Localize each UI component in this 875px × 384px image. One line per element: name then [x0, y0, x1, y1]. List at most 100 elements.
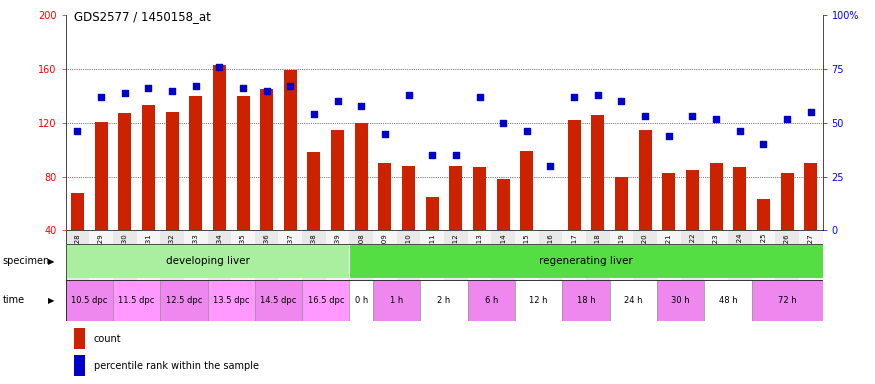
- Text: 12.5 dpc: 12.5 dpc: [165, 296, 202, 305]
- Text: regenerating liver: regenerating liver: [539, 256, 633, 266]
- Point: [94, 94, 108, 100]
- Bar: [728, 230, 752, 282]
- Text: GSM161108: GSM161108: [358, 233, 364, 276]
- Bar: [539, 230, 563, 282]
- Bar: [66, 230, 89, 282]
- Point: [756, 141, 770, 147]
- Text: 16.5 dpc: 16.5 dpc: [307, 296, 344, 305]
- Bar: [302, 230, 326, 282]
- Point: [567, 94, 581, 100]
- Point: [520, 128, 534, 134]
- Bar: [752, 280, 822, 321]
- Bar: [615, 177, 628, 230]
- Bar: [236, 96, 249, 230]
- Bar: [657, 230, 681, 282]
- Bar: [515, 280, 563, 321]
- Text: ▶: ▶: [47, 257, 54, 266]
- Bar: [378, 163, 391, 230]
- Bar: [657, 280, 704, 321]
- Bar: [426, 197, 438, 230]
- Text: 11.5 dpc: 11.5 dpc: [118, 296, 155, 305]
- Point: [425, 152, 439, 158]
- Point: [378, 131, 392, 137]
- Text: GSM161138: GSM161138: [311, 233, 317, 276]
- Bar: [757, 200, 770, 230]
- Bar: [260, 89, 273, 230]
- Point: [803, 109, 817, 115]
- Point: [284, 83, 298, 89]
- Bar: [160, 280, 207, 321]
- Point: [354, 103, 368, 109]
- Text: GSM161134: GSM161134: [216, 233, 222, 276]
- Bar: [113, 280, 160, 321]
- Point: [118, 90, 132, 96]
- Text: GSM161127: GSM161127: [808, 233, 814, 276]
- Bar: [468, 280, 515, 321]
- Point: [189, 83, 203, 89]
- Bar: [515, 230, 539, 282]
- Bar: [710, 163, 723, 230]
- Bar: [610, 280, 657, 321]
- Bar: [189, 96, 202, 230]
- Bar: [733, 167, 746, 230]
- Text: ▶: ▶: [47, 296, 54, 305]
- Bar: [634, 230, 657, 282]
- Bar: [662, 173, 676, 230]
- Text: GSM161119: GSM161119: [619, 233, 625, 276]
- Text: GSM161137: GSM161137: [287, 233, 293, 276]
- Bar: [799, 230, 822, 282]
- Bar: [160, 230, 184, 282]
- Bar: [349, 244, 822, 278]
- Bar: [639, 130, 652, 230]
- Text: GSM161136: GSM161136: [263, 233, 270, 276]
- Text: GSM161113: GSM161113: [477, 233, 482, 276]
- Text: GSM161126: GSM161126: [784, 233, 790, 276]
- Text: GSM161128: GSM161128: [74, 233, 80, 276]
- Text: GDS2577 / 1450158_at: GDS2577 / 1450158_at: [74, 10, 211, 23]
- Bar: [89, 230, 113, 282]
- Text: GSM161133: GSM161133: [192, 233, 199, 276]
- Text: 48 h: 48 h: [718, 296, 738, 305]
- Text: time: time: [3, 295, 24, 306]
- Bar: [780, 173, 794, 230]
- Point: [638, 113, 652, 119]
- Point: [213, 64, 227, 70]
- Text: GSM161131: GSM161131: [145, 233, 151, 276]
- Bar: [450, 166, 462, 230]
- Bar: [278, 230, 302, 282]
- Bar: [207, 230, 231, 282]
- Bar: [473, 167, 486, 230]
- Text: GSM161114: GSM161114: [500, 233, 507, 276]
- Text: GSM161116: GSM161116: [548, 233, 554, 276]
- Bar: [349, 230, 373, 282]
- Text: GSM161121: GSM161121: [666, 233, 672, 276]
- Point: [71, 128, 85, 134]
- Point: [331, 98, 345, 104]
- Point: [591, 92, 605, 98]
- Text: GSM161125: GSM161125: [760, 233, 766, 275]
- Text: GSM161123: GSM161123: [713, 233, 719, 276]
- Text: 0 h: 0 h: [354, 296, 367, 305]
- Text: GSM161129: GSM161129: [98, 233, 104, 276]
- Bar: [592, 115, 605, 230]
- Text: 30 h: 30 h: [671, 296, 690, 305]
- Text: GSM161139: GSM161139: [334, 233, 340, 276]
- Text: GSM161111: GSM161111: [430, 233, 435, 276]
- Point: [685, 113, 699, 119]
- Bar: [402, 166, 415, 230]
- Bar: [165, 112, 178, 230]
- Bar: [704, 280, 752, 321]
- Text: GSM161135: GSM161135: [240, 233, 246, 276]
- Bar: [331, 130, 344, 230]
- Text: GSM161132: GSM161132: [169, 233, 175, 276]
- Bar: [468, 230, 492, 282]
- Point: [496, 120, 510, 126]
- Text: 13.5 dpc: 13.5 dpc: [213, 296, 249, 305]
- Bar: [521, 151, 534, 230]
- Point: [732, 128, 746, 134]
- Point: [780, 116, 794, 122]
- Bar: [563, 230, 586, 282]
- Text: GSM161117: GSM161117: [571, 233, 578, 276]
- Point: [307, 111, 321, 118]
- Bar: [373, 230, 396, 282]
